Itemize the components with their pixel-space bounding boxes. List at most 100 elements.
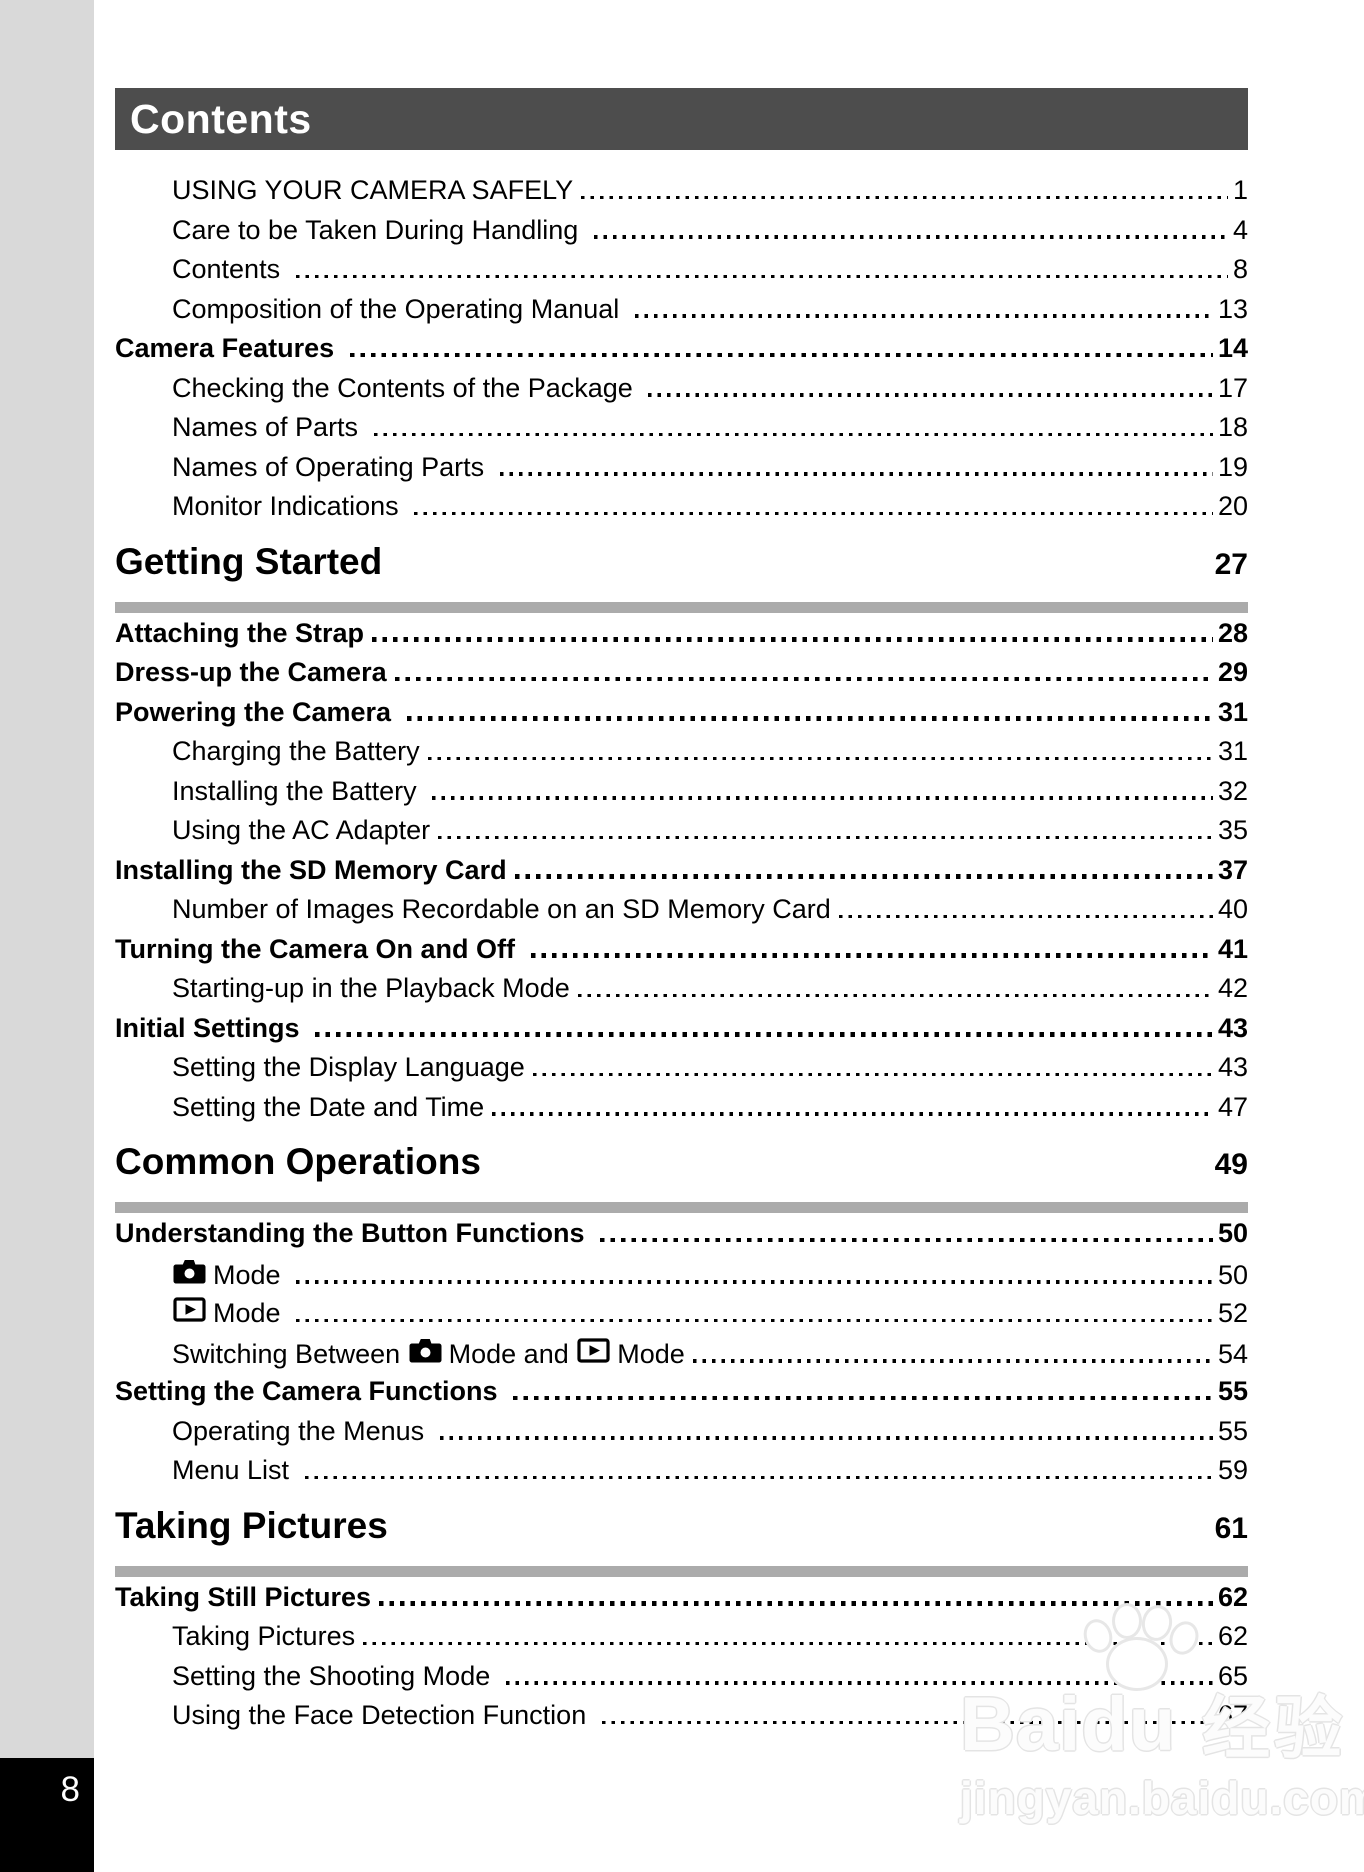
toc-entry: Setting the Date and Time 47: [115, 1092, 1248, 1132]
toc-entry-page-number: 52: [1217, 1298, 1248, 1328]
toc-entry-label: Attaching the Strap: [115, 617, 365, 648]
toc-entry-label: Turning the Camera On and Off: [115, 933, 523, 964]
dot-leader: [499, 472, 1213, 476]
toc-entry: Names of Parts 18: [115, 412, 1248, 452]
toc-entry-label: Number of Images Recordable on an SD Mem…: [172, 894, 831, 924]
toc-entry: Mode 50: [115, 1258, 1248, 1298]
toc-entry: Installing the SD Memory Card 37: [115, 855, 1248, 895]
chapter-page-number: 27: [1214, 547, 1248, 581]
dot-leader: [581, 195, 1228, 199]
toc-entry: Using the AC Adapter 35: [115, 815, 1248, 855]
dot-leader: [394, 676, 1213, 681]
left-margin-strip: [0, 0, 94, 1758]
toc-entry: Taking Pictures 62: [115, 1621, 1248, 1661]
toc-entry-label: Installing the Battery: [172, 775, 425, 806]
dot-leader: [432, 796, 1213, 800]
toc-entry-page-number: 8: [1232, 254, 1248, 284]
toc-entry-label: Installing the SD Memory Card: [115, 854, 507, 885]
contents-header-bar: Contents: [115, 88, 1248, 150]
dot-leader: [296, 1280, 1213, 1284]
dot-leader: [530, 953, 1213, 958]
toc-entry-page-number: 19: [1217, 451, 1248, 482]
toc-entry-page-number: 62: [1217, 1621, 1248, 1651]
toc-entry-label: Operating the Menus: [172, 1415, 432, 1446]
toc-entry-label: Care to be Taken During Handling: [172, 214, 586, 245]
toc-entry-label: Mode: [172, 1297, 288, 1329]
toc-entry-page-number: 47: [1217, 1091, 1248, 1122]
toc-entry-page-number: 32: [1217, 775, 1248, 806]
toc-entry-label: Camera Features: [115, 333, 342, 363]
chapter-page-number: 49: [1214, 1148, 1248, 1181]
toc-entry-label: Charging the Battery: [172, 736, 420, 766]
chapter-divider-bar: [115, 1565, 1248, 1577]
toc-entry: Dress-up the Camera 29: [115, 657, 1248, 697]
toc-entry-page-number: 55: [1217, 1415, 1248, 1446]
toc-entry-page-number: 50: [1217, 1218, 1248, 1248]
toc-entry: Menu List 59: [115, 1455, 1248, 1495]
toc-entry: Checking the Contents of the Package 17: [115, 373, 1248, 413]
toc-entry: Contents 8: [115, 254, 1248, 294]
dot-leader: [634, 314, 1213, 318]
page-number: 8: [60, 1770, 80, 1809]
toc-entry: Switching Between Mode and Mode 54: [115, 1337, 1248, 1377]
toc-entry: Monitor Indications 20: [115, 491, 1248, 531]
toc-entry-page-number: 35: [1217, 815, 1248, 845]
toc-entry-page-number: 43: [1217, 1012, 1248, 1043]
toc-entry-label: Setting the Camera Functions: [115, 1376, 506, 1406]
toc-entry: Number of Images Recordable on an SD Mem…: [115, 894, 1248, 934]
toc-entry-page-number: 41: [1217, 933, 1248, 964]
dot-leader: [599, 1237, 1213, 1242]
chapter-heading: Getting Started 27: [115, 539, 1248, 588]
toc-entry-page-number: 20: [1217, 491, 1248, 521]
chapter-title: Taking Pictures: [115, 1504, 388, 1546]
toc-entry-page-number: 13: [1217, 293, 1248, 324]
dot-leader: [601, 1720, 1213, 1724]
toc-entry: Camera Features 14: [115, 333, 1248, 373]
toc-entry-label: Initial Settings: [115, 1012, 308, 1043]
toc-entry-page-number: 1: [1232, 175, 1248, 205]
toc-entry-label: Setting the Shooting Mode: [172, 1660, 498, 1691]
dot-leader: [427, 756, 1213, 760]
toc-entry-label: Names of Operating Parts: [172, 451, 492, 482]
toc-entry-label: Dress-up the Camera: [115, 657, 387, 687]
toc-entry-label: Names of Parts: [172, 412, 366, 442]
toc-list: USING YOUR CAMERA SAFELY 1 Care to be Take…: [115, 175, 1248, 1740]
toc-entry: USING YOUR CAMERA SAFELY 1: [115, 175, 1248, 215]
toc-entry: Understanding the Button Functions 50: [115, 1218, 1248, 1258]
dot-leader: [373, 432, 1213, 436]
toc-page-content: Contents USING YOUR CAMERA SAFELY 1 Care t…: [115, 88, 1248, 1740]
dot-leader: [838, 914, 1213, 918]
toc-entry-label: Using the AC Adapter: [172, 815, 431, 845]
toc-entry-page-number: 4: [1232, 214, 1248, 245]
toc-entry-page-number: 17: [1217, 372, 1248, 403]
toc-entry-page-number: 55: [1217, 1376, 1248, 1406]
toc-entry: Names of Operating Parts 19: [115, 452, 1248, 492]
dot-leader: [406, 716, 1213, 721]
toc-entry-label: Checking the Contents of the Package: [172, 372, 641, 403]
toc-entry-label: Contents: [172, 254, 288, 284]
toc-entry-page-number: 59: [1217, 1455, 1248, 1485]
toc-entry-label: Setting the Date and Time: [172, 1091, 485, 1122]
toc-entry: Operating the Menus 55: [115, 1416, 1248, 1456]
toc-entry-label: Understanding the Button Functions: [115, 1218, 592, 1248]
dot-leader: [414, 511, 1213, 515]
dot-leader: [296, 1318, 1213, 1322]
dot-leader: [505, 1681, 1213, 1685]
toc-entry: Installing the Battery 32: [115, 776, 1248, 816]
toc-entry-page-number: 14: [1217, 333, 1248, 363]
chapter-heading: Taking Pictures 61: [115, 1503, 1248, 1552]
toc-entry-label: Monitor Indications: [172, 491, 407, 521]
chapter-heading: Common Operations 49: [115, 1139, 1248, 1188]
dot-leader: [439, 1436, 1213, 1440]
dot-leader: [513, 1395, 1213, 1400]
dot-leader: [295, 274, 1228, 278]
dot-leader: [349, 352, 1213, 357]
camera-mode-icon: [409, 1337, 442, 1363]
dot-leader: [514, 874, 1213, 879]
chapter-divider-bar: [115, 1202, 1248, 1213]
dot-leader: [363, 1641, 1213, 1645]
toc-entry-label: USING YOUR CAMERA SAFELY: [172, 175, 574, 205]
toc-entry-page-number: 67: [1217, 1700, 1248, 1730]
playback-mode-icon: [577, 1337, 610, 1363]
toc-entry-label: Using the Face Detection Function: [172, 1700, 594, 1730]
